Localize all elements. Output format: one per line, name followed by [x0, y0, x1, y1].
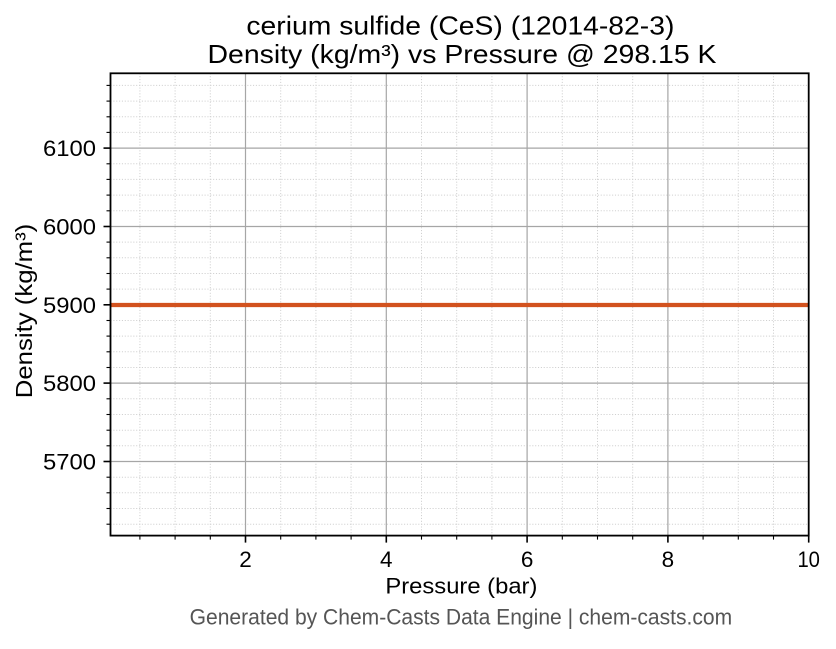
svg-text:Pressure (bar): Pressure (bar) — [385, 573, 537, 598]
svg-text:6: 6 — [521, 547, 534, 572]
svg-text:4: 4 — [380, 547, 393, 572]
svg-text:cerium sulfide (CeS) (12014-82: cerium sulfide (CeS) (12014-82-3) — [246, 11, 674, 41]
svg-text:Generated by Chem-Casts Data E: Generated by Chem-Casts Data Engine | ch… — [190, 605, 733, 630]
svg-text:Density (kg/m³) vs Pressure @: Density (kg/m³) vs Pressure @ 298.15 K — [208, 39, 718, 69]
svg-text:8: 8 — [662, 547, 675, 572]
svg-text:Density (kg/m³): Density (kg/m³) — [11, 224, 37, 399]
svg-text:5700: 5700 — [43, 450, 96, 475]
svg-text:5800: 5800 — [43, 371, 96, 396]
svg-text:6000: 6000 — [43, 215, 96, 240]
svg-text:5900: 5900 — [43, 293, 96, 318]
svg-text:2: 2 — [239, 547, 252, 572]
svg-text:10: 10 — [797, 547, 820, 572]
svg-text:6100: 6100 — [43, 136, 96, 161]
